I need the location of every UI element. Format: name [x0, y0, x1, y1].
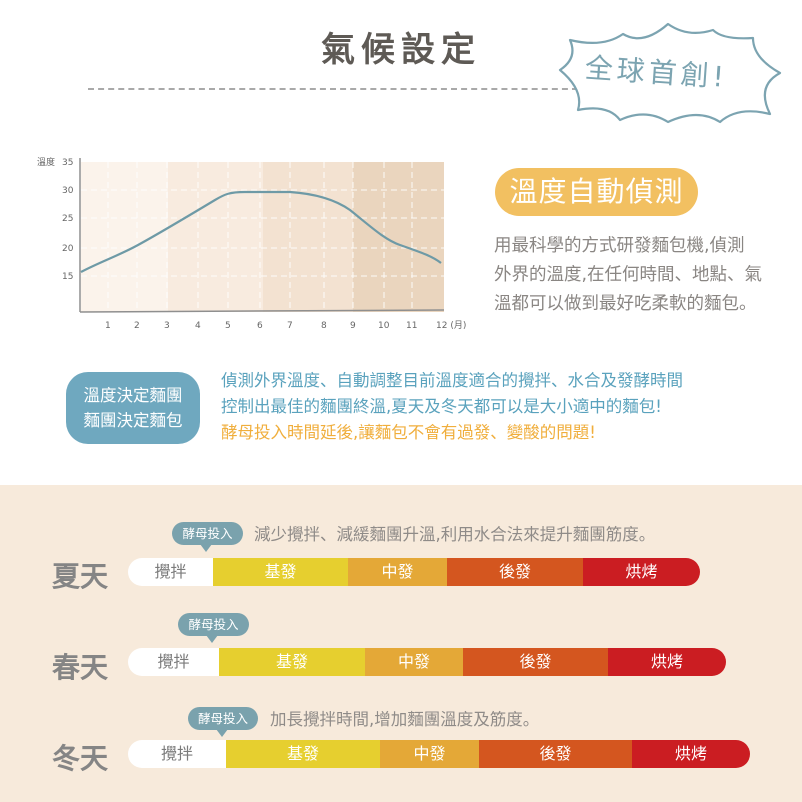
svg-text:6: 6: [257, 321, 263, 331]
stage-stir: 攪拌: [128, 740, 226, 768]
svg-text:20: 20: [62, 244, 74, 254]
stage-stir: 攪拌: [128, 558, 213, 586]
stage-late-ferment: 後發: [447, 558, 583, 586]
season-label-winter: 冬天: [52, 742, 109, 775]
description-line: 溫都可以做到最好吃柔軟的麵包。: [494, 294, 757, 314]
svg-text:2: 2: [134, 321, 140, 331]
stage-mid-ferment: 中發: [365, 648, 463, 676]
svg-text:溫度: 溫度: [37, 156, 55, 168]
stage-base-ferment: 基發: [219, 648, 365, 676]
svg-text:5: 5: [225, 321, 231, 331]
description-line: 用最科學的方式研發麵包機,偵測: [494, 236, 745, 256]
summer-stage-bar: 攪拌 基發 中發 後發 烘烤: [128, 558, 700, 586]
control-line-2: 控制出最佳的麵團終溫,夏天及冬天都可以是大小適中的麵包!: [221, 397, 662, 416]
svg-text:15: 15: [62, 272, 73, 282]
stage-stir: 攪拌: [128, 648, 219, 676]
season-label-spring: 春天: [52, 651, 109, 684]
winter-stage-bar: 攪拌 基發 中發 後發 烘烤: [128, 740, 750, 768]
control-line-3: 酵母投入時間延後,讓麵包不會有過發、變酸的問題!: [221, 423, 596, 442]
yeast-add-bubble-winter: 酵母投入: [188, 707, 258, 737]
summer-note: 減少攪拌、減緩麵團升溫,利用水合法來提升麵團筋度。: [254, 525, 656, 544]
svg-text:9: 9: [350, 321, 356, 331]
svg-text:11: 11: [406, 321, 417, 331]
yeast-add-bubble-summer: 酵母投入: [172, 522, 243, 552]
svg-text:12 (月): 12 (月): [436, 320, 466, 331]
svg-text:7: 7: [287, 321, 293, 331]
stage-bake: 烘烤: [608, 648, 726, 676]
svg-text:1: 1: [105, 321, 111, 331]
page-title: 氣候設定: [321, 30, 481, 70]
stage-bake: 烘烤: [632, 740, 750, 768]
svg-text:3: 3: [164, 321, 170, 331]
temperature-dough-pill: 溫度決定麵團 麵團決定麵包: [66, 372, 200, 444]
svg-text:4: 4: [195, 321, 201, 331]
season-label-summer: 夏天: [52, 560, 109, 593]
pill-line: 溫度決定麵團: [83, 386, 183, 405]
control-line-1: 偵測外界溫度、自動調整目前溫度適合的攪拌、水合及發酵時間: [221, 371, 683, 390]
pill-line: 麵團決定麵包: [83, 411, 183, 430]
stage-base-ferment: 基發: [226, 740, 380, 768]
svg-text:25: 25: [62, 214, 73, 224]
stage-mid-ferment: 中發: [380, 740, 479, 768]
stage-late-ferment: 後發: [479, 740, 632, 768]
description-line: 外界的溫度,在任何時間、地點、氣: [494, 265, 763, 285]
stage-bake: 烘烤: [583, 558, 700, 586]
spring-stage-bar: 攪拌 基發 中發 後發 烘烤: [128, 648, 726, 676]
winter-note: 加長攪拌時間,增加麵團溫度及筋度。: [270, 710, 540, 729]
title-divider: [88, 88, 578, 90]
feature-description: 用最科學的方式研發麵包機,偵測 外界的溫度,在任何時間、地點、氣 溫都可以做到最…: [494, 232, 784, 319]
svg-text:10: 10: [378, 321, 390, 331]
stage-mid-ferment: 中發: [348, 558, 447, 586]
stage-late-ferment: 後發: [463, 648, 608, 676]
starburst-badge-shape: [558, 22, 782, 124]
stage-base-ferment: 基發: [213, 558, 348, 586]
svg-text:30: 30: [62, 186, 74, 196]
yeast-add-bubble-spring: 酵母投入: [178, 613, 249, 643]
temperature-chart: 溫度 35 30 25 20 15 1 2 3 4 5 6 7 8 9 10 1…: [37, 156, 466, 331]
svg-text:35: 35: [62, 158, 73, 168]
control-description: 偵測外界溫度、自動調整目前溫度適合的攪拌、水合及發酵時間 控制出最佳的麵團終溫,…: [221, 368, 683, 446]
auto-temp-detect-pill: 溫度自動偵測: [495, 168, 698, 216]
svg-text:8: 8: [321, 321, 327, 331]
